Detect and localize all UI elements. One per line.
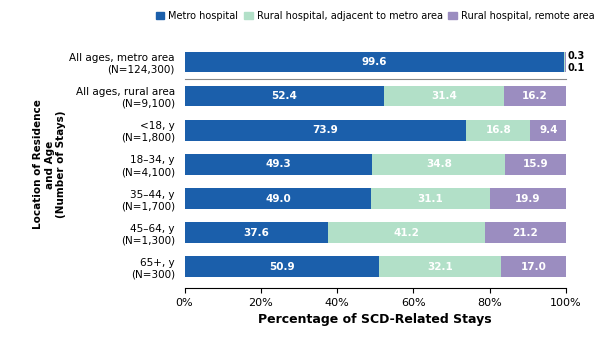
Bar: [184, 120, 466, 141]
Bar: [504, 86, 566, 106]
Bar: [485, 222, 566, 243]
Bar: [184, 86, 384, 106]
Bar: [373, 154, 505, 175]
Text: 16.8: 16.8: [485, 125, 511, 135]
Text: 41.2: 41.2: [394, 227, 419, 238]
Bar: [466, 120, 530, 141]
Text: 32.1: 32.1: [427, 262, 453, 272]
Legend: Metro hospital, Rural hospital, adjacent to metro area, Rural hospital, remote a: Metro hospital, Rural hospital, adjacent…: [152, 7, 598, 25]
Text: 21.2: 21.2: [512, 227, 538, 238]
Bar: [184, 154, 373, 175]
Text: 16.2: 16.2: [522, 91, 548, 101]
Y-axis label: Location of Residence
and Age
(Number of Stays): Location of Residence and Age (Number of…: [33, 99, 66, 230]
Bar: [371, 188, 490, 209]
Text: 49.0: 49.0: [265, 194, 291, 203]
Bar: [184, 222, 328, 243]
Bar: [384, 86, 504, 106]
Bar: [501, 256, 566, 277]
Text: 17.0: 17.0: [520, 262, 546, 272]
X-axis label: Percentage of SCD-Related Stays: Percentage of SCD-Related Stays: [258, 314, 492, 326]
Text: 19.9: 19.9: [515, 194, 541, 203]
Bar: [328, 222, 485, 243]
Text: 99.6: 99.6: [362, 57, 387, 67]
Text: 0.3: 0.3: [568, 52, 585, 61]
Bar: [530, 120, 566, 141]
Text: 34.8: 34.8: [426, 159, 452, 170]
Bar: [379, 256, 501, 277]
Text: 73.9: 73.9: [312, 125, 338, 135]
Text: 49.3: 49.3: [266, 159, 292, 170]
Text: 50.9: 50.9: [269, 262, 295, 272]
Bar: [505, 154, 566, 175]
Bar: [184, 188, 371, 209]
Text: 31.4: 31.4: [431, 91, 457, 101]
Text: 31.1: 31.1: [418, 194, 443, 203]
Text: 15.9: 15.9: [523, 159, 549, 170]
Text: 52.4: 52.4: [271, 91, 297, 101]
Bar: [184, 256, 379, 277]
Bar: [184, 52, 565, 73]
Bar: [490, 188, 566, 209]
Text: 37.6: 37.6: [244, 227, 269, 238]
Text: 9.4: 9.4: [539, 125, 558, 135]
Text: 0.1: 0.1: [568, 63, 585, 73]
